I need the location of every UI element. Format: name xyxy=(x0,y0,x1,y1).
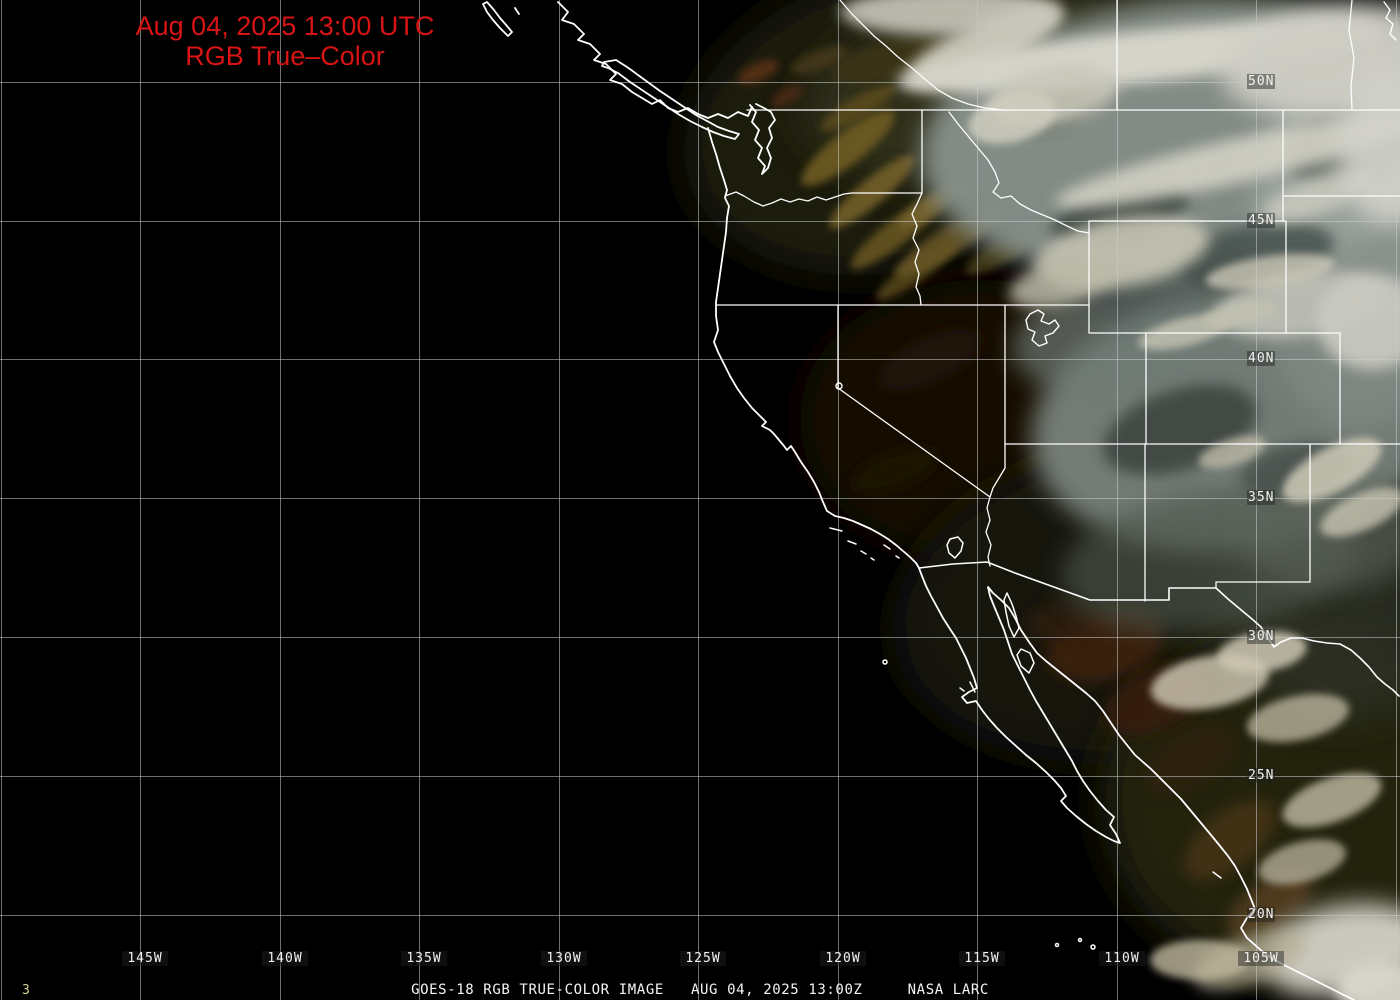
coastline-path xyxy=(557,1,753,119)
gridline-vertical xyxy=(1256,0,1257,1000)
puget-sound-path xyxy=(749,103,776,175)
gridline-horizontal xyxy=(0,915,1400,916)
vancouver-island-path xyxy=(601,59,740,140)
lon-label: 115W xyxy=(959,951,1005,966)
cloud-layer xyxy=(840,0,1400,1000)
image-title: Aug 04, 2025 13:00 UTC RGB True–Color xyxy=(135,11,435,71)
lon-label: 125W xyxy=(680,951,726,966)
gridline-vertical xyxy=(1396,0,1397,1000)
mexico-border-group xyxy=(918,561,1400,697)
image-caption: GOES-18 RGB TRUE-COLOR IMAGE AUG 04, 202… xyxy=(411,982,989,998)
lon-label: 145W xyxy=(122,951,168,966)
title-line1: Aug 04, 2025 13:00 UTC xyxy=(135,11,435,41)
gridline-vertical xyxy=(977,0,978,1000)
lon-label: 135W xyxy=(401,951,447,966)
gridline-horizontal xyxy=(0,498,1400,499)
title-line2: RGB True–Color xyxy=(185,41,385,71)
frame-number: 3 xyxy=(22,983,30,998)
lat-label: 40N xyxy=(1247,351,1276,366)
gridline-horizontal xyxy=(0,221,1400,222)
gridline-vertical xyxy=(698,0,699,1000)
lat-label: 45N xyxy=(1247,213,1276,228)
lat-label: 35N xyxy=(1247,490,1276,505)
lat-label: 30N xyxy=(1247,629,1276,644)
gridline-horizontal xyxy=(0,776,1400,777)
gridline-vertical xyxy=(140,0,141,1000)
gridline-vertical xyxy=(280,0,281,1000)
lat-label: 25N xyxy=(1247,768,1276,783)
lon-label: 110W xyxy=(1099,951,1145,966)
lon-label: 140W xyxy=(262,951,308,966)
gridline-vertical xyxy=(838,0,839,1000)
gridline-horizontal xyxy=(0,359,1400,360)
lat-label: 50N xyxy=(1247,74,1276,89)
islands-group xyxy=(829,527,1222,950)
lat-label: 20N xyxy=(1247,907,1276,922)
gridline-vertical xyxy=(1,0,2,1000)
gridline-vertical xyxy=(559,0,560,1000)
coastline-group xyxy=(482,1,1355,1000)
lon-label: 105W xyxy=(1238,951,1284,966)
state-borders-group xyxy=(715,109,1400,602)
lon-label: 120W xyxy=(820,951,866,966)
haida-gwaii-path xyxy=(482,1,520,37)
canada-borders-group xyxy=(746,0,1400,111)
west-coast-path xyxy=(707,127,1355,1000)
lon-label: 130W xyxy=(541,951,587,966)
gridline-horizontal xyxy=(0,82,1400,83)
manitoba-lakes-path xyxy=(1383,1,1397,41)
gridline-vertical xyxy=(419,0,420,1000)
gridline-vertical xyxy=(1117,0,1118,1000)
great-salt-lake-path xyxy=(1025,309,1060,347)
gridline-horizontal xyxy=(0,637,1400,638)
